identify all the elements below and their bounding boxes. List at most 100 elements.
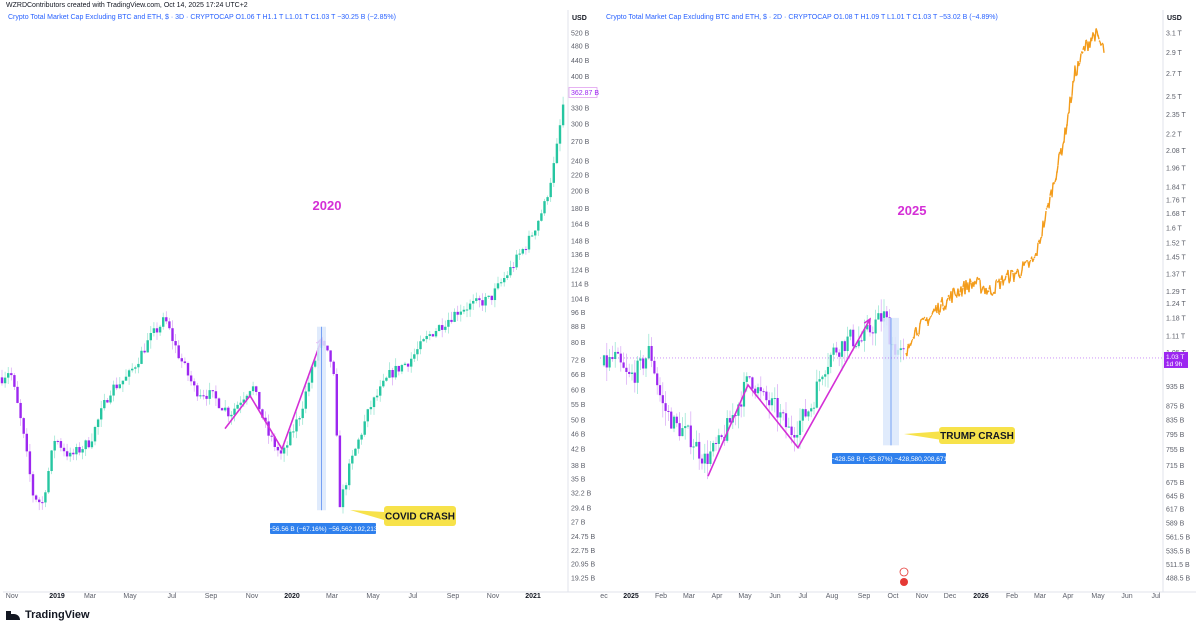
- projection-segment: [1099, 41, 1102, 46]
- candle: [475, 298, 478, 301]
- projection-segment: [913, 329, 916, 339]
- chart-panel-1[interactable]: Crypto Total Market Cap Excluding BTC an…: [0, 10, 600, 600]
- trend-drawing: [707, 318, 871, 477]
- price-axis-tick: 96 B: [571, 310, 586, 317]
- projection-segment: [987, 290, 990, 293]
- projection-segment: [1089, 37, 1092, 48]
- candle: [468, 303, 472, 310]
- candle: [158, 326, 162, 333]
- candle: [258, 391, 261, 410]
- price-axis-tick: 2.5 T: [1166, 94, 1183, 101]
- candle: [703, 453, 706, 464]
- projection-segment: [1048, 196, 1051, 209]
- candle: [776, 398, 779, 418]
- projection-segment: [973, 280, 976, 286]
- candle: [759, 387, 762, 392]
- candle: [394, 365, 397, 378]
- candle: [552, 163, 555, 183]
- price-axis-tick: 1.18 T: [1166, 315, 1186, 322]
- projection-segment: [985, 287, 988, 295]
- price-axis-tick: 1.68 T: [1166, 211, 1186, 218]
- price-axis-unit: USD: [1167, 15, 1182, 22]
- projection-segment: [1034, 252, 1037, 257]
- candle: [286, 445, 289, 448]
- price-axis-tick: 114 B: [571, 281, 589, 288]
- candle: [647, 346, 650, 359]
- price-axis-tick: 561.5 B: [1166, 534, 1190, 541]
- price-axis-tick: 330 B: [571, 106, 590, 113]
- candle: [493, 288, 497, 301]
- projection-segment: [932, 308, 935, 313]
- candle: [854, 346, 858, 348]
- projection-segment: [1043, 220, 1046, 228]
- callout-text: COVID CRASH: [385, 512, 455, 523]
- projection-segment: [1032, 258, 1035, 261]
- candle: [255, 386, 258, 392]
- candle: [248, 391, 252, 396]
- candle: [96, 419, 100, 427]
- candle: [338, 435, 342, 508]
- candle: [428, 334, 431, 337]
- ohlc-low: L1.01 T: [887, 14, 912, 21]
- candle: [112, 384, 115, 396]
- price-axis-tick: 617 B: [1166, 507, 1185, 514]
- price-axis-tick: 104 B: [571, 297, 590, 304]
- callout-box: [939, 427, 1015, 444]
- projection-segment: [1024, 261, 1027, 264]
- candle: [298, 418, 301, 420]
- candle: [31, 474, 35, 496]
- candle: [217, 398, 221, 409]
- candle: [84, 440, 87, 450]
- time-axis-tick: Apr: [1063, 593, 1075, 600]
- projection-segment: [953, 288, 956, 295]
- chart-panel-2[interactable]: Crypto Total Market Cap Excluding BTC an…: [600, 10, 1196, 600]
- candle: [602, 355, 606, 366]
- time-axis-tick: Sep: [447, 593, 460, 600]
- candle: [65, 451, 69, 457]
- projection-segment: [979, 280, 982, 294]
- candle: [261, 409, 264, 418]
- callout-box: [384, 506, 456, 526]
- candle: [509, 267, 512, 276]
- candle: [779, 412, 782, 418]
- candle: [667, 410, 670, 412]
- candle: [496, 283, 500, 289]
- candle: [515, 254, 518, 268]
- projection-segment: [1074, 66, 1077, 77]
- candle: [734, 415, 737, 417]
- projection-segment: [939, 304, 942, 313]
- time-axis-tick: Mar: [326, 593, 339, 600]
- candle: [689, 425, 692, 448]
- candle: [152, 328, 156, 334]
- projection-segment: [1056, 165, 1059, 173]
- projection-segment: [1002, 279, 1005, 286]
- price-axis-tick: 72 B: [571, 357, 586, 364]
- candle: [134, 367, 137, 369]
- projection-segment: [994, 280, 997, 294]
- candle: [871, 332, 874, 334]
- candle: [549, 182, 552, 198]
- candle: [487, 295, 490, 297]
- candle: [375, 395, 379, 398]
- candle: [712, 442, 715, 452]
- candle: [115, 384, 118, 389]
- projection-segment: [947, 294, 950, 297]
- candle: [171, 328, 174, 342]
- candle: [874, 319, 877, 334]
- candle: [465, 309, 469, 311]
- candle: [810, 408, 813, 412]
- candle: [459, 311, 462, 315]
- time-axis-tick: Nov: [487, 593, 500, 600]
- candle: [106, 400, 109, 403]
- candle: [351, 455, 354, 464]
- candle: [230, 414, 233, 417]
- candle: [69, 452, 72, 457]
- candle: [706, 453, 709, 464]
- candle: [41, 502, 44, 504]
- candle: [202, 395, 205, 397]
- projection-segment: [1102, 43, 1105, 53]
- price-axis-tick: 1.96 T: [1166, 166, 1186, 173]
- candle: [521, 249, 524, 254]
- candle: [481, 300, 484, 306]
